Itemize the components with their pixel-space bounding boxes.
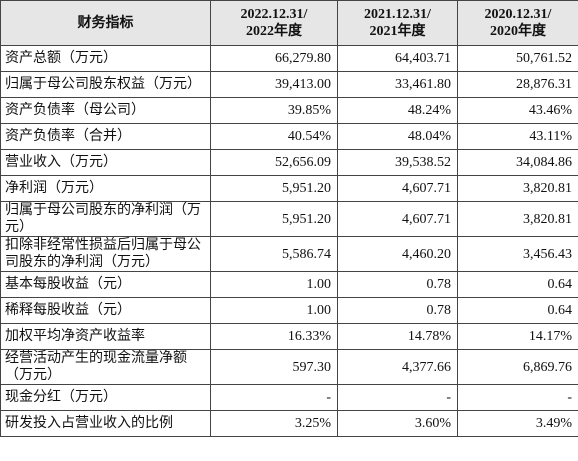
header-line: 2021.12.31/: [364, 7, 431, 22]
value-cell: 48.24%: [337, 97, 458, 124]
table-row: 经营活动产生的现金流量净额（万元） 597.30 4,377.66 6,869.76: [0, 349, 578, 385]
value-cell: 64,403.71: [337, 45, 458, 72]
value-cell: 5,586.74: [210, 236, 338, 272]
value-cell: 14.17%: [457, 323, 578, 350]
row-label: 加权平均净资产收益率: [0, 323, 211, 350]
row-label: 资产总额（万元）: [0, 45, 211, 72]
table-row: 资产负债率（母公司） 39.85% 48.24% 43.46%: [0, 97, 578, 124]
value-cell: 3,456.43: [457, 236, 578, 272]
table-body: 资产总额（万元） 66,279.80 64,403.71 50,761.52 归属于母公…: [0, 45, 578, 437]
value-cell: 33,461.80: [337, 71, 458, 98]
value-cell: 52,656.09: [210, 149, 338, 176]
value-cell: 3.60%: [337, 410, 458, 437]
value-cell: 40.54%: [210, 123, 338, 150]
table-row: 资产总额（万元） 66,279.80 64,403.71 50,761.52: [0, 45, 578, 72]
header-row: 财务指标 2022.12.31/2022年度 2021.12.31/2021年度 20…: [0, 0, 578, 46]
header-cell: 2021.12.31/2021年度: [337, 0, 458, 46]
value-cell: 34,084.86: [457, 149, 578, 176]
value-cell: 4,377.66: [337, 349, 458, 385]
value-cell: 6,869.76: [457, 349, 578, 385]
value-cell: 597.30: [210, 349, 338, 385]
value-cell: 4,607.71: [337, 201, 458, 237]
value-cell: 3.49%: [457, 410, 578, 437]
row-label: 归属于母公司股东权益（万元）: [0, 71, 211, 98]
value-cell: -: [337, 384, 458, 411]
value-cell: 28,876.31: [457, 71, 578, 98]
header-line: 2022年度: [246, 24, 302, 39]
value-cell: 39,538.52: [337, 149, 458, 176]
value-cell: 43.11%: [457, 123, 578, 150]
value-cell: 3.25%: [210, 410, 338, 437]
value-cell: 43.46%: [457, 97, 578, 124]
header-line: 2020.12.31/: [484, 7, 552, 22]
row-label: 归属于母公司股东的净利润（万元）: [0, 201, 211, 237]
table-row: 研发投入占营业收入的比例 3.25% 3.60% 3.49%: [0, 410, 578, 437]
value-cell: 5,951.20: [210, 201, 338, 237]
table-row: 现金分红（万元） - - -: [0, 384, 578, 411]
value-cell: 16.33%: [210, 323, 338, 350]
table-row: 营业收入（万元） 52,656.09 39,538.52 34,084.86: [0, 149, 578, 176]
value-cell: 0.64: [457, 297, 578, 324]
row-label: 基本每股收益（元）: [0, 271, 211, 298]
value-cell: 48.04%: [337, 123, 458, 150]
table-row: 扣除非经常性损益后归属于母公司股东的净利润（万元） 5,586.74 4,460.2…: [0, 236, 578, 272]
table-row: 归属于母公司股东权益（万元） 39,413.00 33,461.80 28,876.3…: [0, 71, 578, 98]
table-row: 加权平均净资产收益率 16.33% 14.78% 14.17%: [0, 323, 578, 350]
value-cell: 0.78: [337, 297, 458, 324]
row-label: 经营活动产生的现金流量净额（万元）: [0, 349, 211, 385]
table-row: 资产负债率（合并） 40.54% 48.04% 43.11%: [0, 123, 578, 150]
value-cell: 0.64: [457, 271, 578, 298]
header-cell: 2022.12.31/2022年度: [210, 0, 338, 46]
value-cell: 3,820.81: [457, 175, 578, 202]
row-label: 稀释每股收益（元）: [0, 297, 211, 324]
table-row: 稀释每股收益（元） 1.00 0.78 0.64: [0, 297, 578, 324]
header-line: 2020年度: [490, 24, 546, 39]
value-cell: 14.78%: [337, 323, 458, 350]
row-label: 扣除非经常性损益后归属于母公司股东的净利润（万元）: [0, 236, 211, 272]
row-label: 研发投入占营业收入的比例: [0, 410, 211, 437]
row-label: 现金分红（万元）: [0, 384, 211, 411]
header-cell: 财务指标: [0, 0, 211, 46]
row-label: 资产负债率（母公司）: [0, 97, 211, 124]
value-cell: 39,413.00: [210, 71, 338, 98]
value-cell: 0.78: [337, 271, 458, 298]
row-label: 资产负债率（合并）: [0, 123, 211, 150]
table-row: 基本每股收益（元） 1.00 0.78 0.64: [0, 271, 578, 298]
table-row: 归属于母公司股东的净利润（万元） 5,951.20 4,607.71 3,820.81: [0, 201, 578, 237]
table-row: 净利润（万元） 5,951.20 4,607.71 3,820.81: [0, 175, 578, 202]
value-cell: 3,820.81: [457, 201, 578, 237]
value-cell: 66,279.80: [210, 45, 338, 72]
value-cell: 50,761.52: [457, 45, 578, 72]
value-cell: 5,951.20: [210, 175, 338, 202]
header-line: 2021年度: [369, 24, 426, 39]
value-cell: 1.00: [210, 297, 338, 324]
header-line: 2022.12.31/: [240, 7, 308, 22]
row-label: 营业收入（万元）: [0, 149, 211, 176]
value-cell: 1.00: [210, 271, 338, 298]
value-cell: -: [210, 384, 338, 411]
value-cell: 39.85%: [210, 97, 338, 124]
value-cell: -: [457, 384, 578, 411]
financial-table: 财务指标 2022.12.31/2022年度 2021.12.31/2021年度 20…: [0, 0, 578, 437]
value-cell: 4,460.20: [337, 236, 458, 272]
header-cell: 2020.12.31/2020年度: [457, 0, 578, 46]
value-cell: 4,607.71: [337, 175, 458, 202]
row-label: 净利润（万元）: [0, 175, 211, 202]
